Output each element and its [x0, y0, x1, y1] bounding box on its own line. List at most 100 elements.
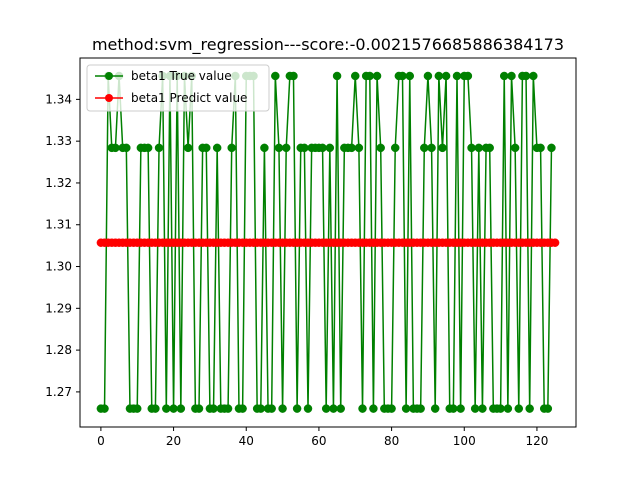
series-1-point [176, 404, 186, 413]
series-1-point [420, 143, 429, 153]
series-1-point [536, 143, 545, 153]
series-1-point [281, 143, 291, 153]
series-1-point [329, 404, 338, 413]
series-1-point [209, 404, 218, 413]
series-1-point [260, 143, 269, 153]
series-1-point [423, 71, 433, 81]
series-1-point [474, 143, 484, 153]
series-1-point [292, 404, 302, 413]
series-1-point [496, 404, 505, 413]
series-2-point [550, 238, 560, 247]
legend-label: beta1 Predict value [131, 91, 247, 105]
series-1-point [321, 404, 331, 413]
series-1-point [300, 143, 309, 153]
y-tick-label: 1.28 [45, 343, 72, 357]
series-1-point [434, 71, 444, 81]
series-layer [96, 71, 560, 413]
legend-marker [105, 94, 113, 102]
series-1-point [467, 143, 476, 153]
series-1-point [456, 404, 465, 413]
series-1-point [547, 143, 556, 153]
series-1-point [325, 143, 335, 153]
series-1-point [154, 143, 164, 153]
plot-area-frame [79, 57, 577, 428]
series-1-point [416, 404, 425, 413]
series-1-point [390, 143, 400, 153]
series-1-point [227, 143, 236, 153]
series-1-point [267, 404, 276, 413]
series-1-point [143, 143, 153, 153]
series-1-point [212, 143, 222, 153]
series-1 [96, 71, 556, 413]
series-1-point [430, 404, 440, 413]
series-1-point [194, 404, 204, 413]
series-1-point [521, 71, 531, 81]
y-tick-label: 1.33 [45, 134, 72, 148]
series-1-point [271, 71, 280, 81]
y-tick-label: 1.32 [45, 176, 72, 190]
x-tick-label: 120 [525, 434, 548, 448]
series-1-point [347, 143, 356, 153]
y-tick-label: 1.34 [45, 92, 72, 106]
series-1-point [336, 404, 345, 413]
series-1-point [358, 404, 367, 413]
series-1-point [525, 404, 534, 413]
series-1-point [318, 143, 327, 153]
series-1-point [132, 404, 142, 413]
chart-title: method:svm_regression---score:-0.0021576… [92, 35, 564, 55]
x-axis: 0 20 40 60 80 100 120 [97, 427, 548, 448]
series-1-point [278, 404, 287, 413]
series-1-point [543, 404, 553, 413]
series-1-point [354, 143, 364, 153]
legend-label: beta1 True value [131, 69, 232, 83]
series-1-point [122, 143, 131, 153]
legend: beta1 True value beta1 Predict value [86, 64, 270, 112]
series-1-point [463, 71, 473, 81]
series-1-point [503, 404, 513, 413]
series-1-point [372, 71, 382, 81]
series-1-point [470, 404, 480, 413]
x-tick-label: 80 [384, 434, 399, 448]
x-tick-label: 0 [97, 434, 105, 448]
y-axis: 1.27 1.28 1.29 1.30 1.31 1.32 1.33 1.34 [45, 92, 80, 399]
series-1-point [529, 71, 538, 81]
series-1-point [510, 143, 520, 153]
series-1-point [223, 404, 233, 413]
series-1-point [369, 404, 378, 413]
series-2 [96, 238, 560, 247]
y-tick-label: 1.29 [45, 301, 72, 315]
series-1-point [478, 404, 487, 413]
series-1-point [151, 404, 160, 413]
series-1-point [427, 143, 436, 153]
x-tick-label: 100 [453, 434, 476, 448]
series-1-point [202, 143, 211, 153]
series-1-point [387, 404, 396, 413]
series-1-point [398, 71, 407, 81]
x-tick-label: 20 [166, 434, 181, 448]
series-1-point [332, 71, 342, 81]
series-1-point [162, 404, 171, 413]
y-tick-label: 1.31 [45, 218, 72, 232]
series-1-point [183, 143, 193, 153]
series-1-point [405, 71, 415, 81]
series-1-point [351, 71, 360, 81]
series-1-point [485, 143, 494, 153]
series-1-point [441, 71, 451, 81]
x-tick-label: 60 [311, 434, 326, 448]
series-1-point [169, 404, 178, 413]
series-1-point [289, 71, 298, 81]
series-1-point [514, 404, 524, 413]
series-1-point [401, 404, 411, 413]
series-1-point [274, 143, 284, 153]
series-1-point [100, 404, 109, 413]
series-1-point [376, 143, 385, 153]
series-1-point [111, 143, 120, 153]
series-1-point [438, 143, 447, 153]
legend-marker [105, 72, 113, 80]
x-tick-label: 40 [239, 434, 254, 448]
series-1-point [452, 71, 462, 81]
series-1-point [365, 71, 375, 81]
series-1-point [507, 71, 516, 81]
